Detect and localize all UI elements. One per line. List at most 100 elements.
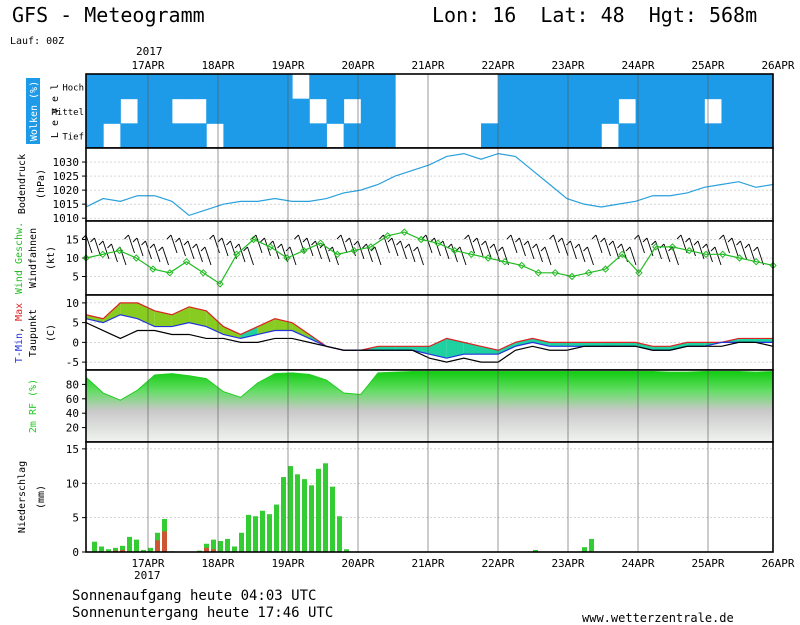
temperature-range-band <box>446 338 464 359</box>
wind-speed-marker <box>651 243 660 251</box>
wind-barb <box>638 234 645 254</box>
precipitation-bar <box>211 539 216 552</box>
top-day-label: 21APR <box>411 59 444 72</box>
dewpoint-axis-label: Taupunkt <box>28 309 39 357</box>
wind-barb <box>553 234 560 254</box>
wind-barb <box>170 234 178 254</box>
temperature-range-band <box>601 342 619 347</box>
wind-barb-tick <box>532 243 537 249</box>
cloud-cell <box>120 74 139 100</box>
wind-barb <box>595 234 603 254</box>
cloud-cell <box>189 74 207 100</box>
humidity-line <box>85 370 774 401</box>
convective-precipitation-bar <box>120 549 125 552</box>
wind-barb-tick <box>379 234 384 240</box>
wind-barb <box>357 240 365 260</box>
wind-barb <box>213 234 220 254</box>
cloud-cell <box>515 98 534 124</box>
cloud-cell <box>755 74 774 100</box>
temperature-axis-label: T-Min, Max <box>14 303 25 363</box>
wind-barb-tick <box>277 243 282 249</box>
cloud-cell <box>223 98 242 124</box>
wind-speed-marker <box>400 228 409 236</box>
wind-barb-tick <box>158 246 163 252</box>
wind-barb-tick <box>591 234 597 240</box>
cloud-cell <box>326 74 345 100</box>
wind-barb-tick <box>166 234 172 240</box>
precipitation-bar <box>302 479 307 552</box>
wind-barb-tick <box>336 234 342 240</box>
wind-speed-marker <box>450 246 459 255</box>
temperature-range-band <box>652 346 670 351</box>
cloud-cell <box>532 123 551 149</box>
wind-barb-tick <box>642 237 648 243</box>
wind-barb <box>111 243 118 263</box>
precipitation-bar <box>120 545 125 552</box>
wind-barb <box>689 237 696 257</box>
wind-barb <box>757 246 764 266</box>
convective-precipitation-bar <box>155 540 160 552</box>
wind-barb-tick <box>183 240 189 246</box>
wind-barb <box>706 243 713 263</box>
wind-barb-tick <box>124 234 129 240</box>
wind-barb-tick <box>574 243 580 249</box>
temperature-range-band <box>429 338 447 359</box>
wind-barb-tick <box>141 240 146 246</box>
year-label-top: 2017 <box>136 45 163 58</box>
wind-barb-tick <box>506 234 512 240</box>
wind-barb-tick <box>217 237 223 243</box>
cloud-cell <box>171 74 190 100</box>
wind-barb <box>604 237 611 257</box>
wind-barb <box>408 243 416 263</box>
temperature-range-band <box>669 342 688 351</box>
cloud-cell <box>86 98 104 124</box>
cloud-cell <box>652 74 671 100</box>
clouds-panel: Hoch Mittel Tief Wolken (%) L e v e l <box>26 73 774 149</box>
bottom-day-label: 22APR <box>481 557 514 570</box>
cloud-cell <box>566 123 585 149</box>
cloud-cell <box>498 123 516 149</box>
wind-speed-marker <box>501 257 509 266</box>
wind-barb-tick <box>353 240 359 246</box>
wind-barb <box>629 246 637 266</box>
cloud-cell <box>532 74 551 100</box>
wind-barb-tick <box>98 240 104 246</box>
site-link[interactable]: www.wetterzentrale.de <box>582 611 734 625</box>
wind-barb <box>102 240 110 260</box>
precipitation-bar <box>141 549 146 552</box>
wind-barb-tick <box>668 246 673 252</box>
precipitation-tick-label: 0 <box>72 546 79 559</box>
temperature-range-band <box>257 318 275 335</box>
precipitation-bar <box>253 516 258 552</box>
wind-speed-marker <box>233 250 241 259</box>
precipitation-bar <box>330 486 335 552</box>
wind-barb-tick <box>685 237 690 243</box>
wind-barb-tick <box>192 243 197 249</box>
wind-barb-tick <box>149 243 155 249</box>
wind-speed-marker <box>752 257 760 266</box>
wind-barb-tick <box>387 237 393 243</box>
wind-barb <box>578 243 586 263</box>
wind-barb-tick <box>226 240 231 246</box>
wind-barb-tick <box>413 246 418 252</box>
humidity-tick-label: 40 <box>66 407 79 420</box>
precipitation-background <box>86 442 773 552</box>
pressure-line <box>85 152 774 217</box>
wind-barb-tick <box>311 240 316 246</box>
wind-barb-tick <box>404 243 410 249</box>
top-day-labels: 17APR 18APR 19APR 20APR 21APR 22APR 23APR 24APR… <box>131 59 794 72</box>
precipitation-bar <box>134 539 139 552</box>
page-title: GFS - Meteogramm <box>12 3 205 27</box>
cloud-cell <box>343 74 362 100</box>
wind-barb-tick <box>472 237 478 243</box>
cloud-cell <box>498 98 516 124</box>
wind-speed-marker <box>115 246 124 255</box>
precipitation-bar <box>127 536 132 552</box>
sunrise-text: Sonnenaufgang heute 04:03 UTC <box>72 588 316 604</box>
precipitation-bar <box>344 549 349 552</box>
cloud-cell <box>240 98 259 124</box>
wind-barb <box>425 234 433 254</box>
tmin-label: T-Min <box>14 333 25 363</box>
wind-barb <box>587 246 594 266</box>
